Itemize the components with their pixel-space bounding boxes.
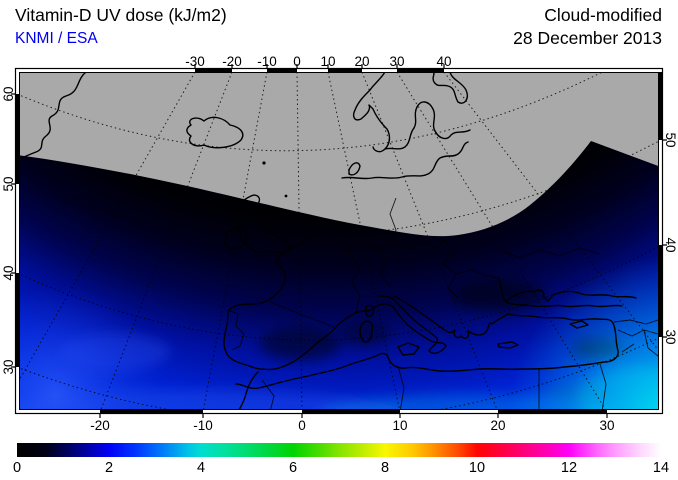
lat-label-left: 30 [1,359,16,374]
colorbar-tick: 6 [289,460,297,476]
lon-label-top: -10 [257,54,277,69]
coast-blacksea-west-south [497,277,623,308]
lon-label-top: -20 [222,54,242,69]
coast-white-sea [432,72,468,104]
lon-label-top: 0 [293,54,301,69]
coast-west-europe-iberia [223,227,374,371]
coast-iceland [186,116,244,149]
colorbar-tick: 2 [105,460,113,476]
coast-crete [497,341,519,349]
colorbar-gradient [17,443,661,457]
date-label: 28 December 2013 [513,28,662,48]
country-borders [227,197,659,410]
colorbar-tick: 8 [381,460,389,476]
coast-turkey-levant-africa [235,313,619,410]
coast-sicily [397,342,420,356]
coast-blacksea-north [505,289,637,303]
lon-label-top: 10 [320,54,335,69]
mode-label: Cloud-modified [544,5,662,25]
axis-labels: -30 -20 -10 0 10 20 30 40 -20 -10 0 10 2… [1,54,678,433]
coast-norway [352,72,391,153]
lon-label-bottom: -10 [193,418,213,433]
island-faroe [262,161,266,165]
coast-baltic-gulfs [384,101,471,150]
lat-label-left: 40 [1,265,16,280]
lon-label-bottom: 30 [599,418,614,433]
colorbar-tick: 14 [653,460,669,476]
colorbar: 0 2 4 6 8 10 12 14 [13,443,669,476]
lon-label-top: 40 [436,54,451,69]
coastlines [19,72,637,410]
page-title: Vitamin-D UV dose (kJ/m2) [15,5,227,25]
island-shetland [284,194,288,198]
lon-label-bottom: -20 [90,418,110,433]
lon-label-bottom: 10 [392,418,407,433]
lat-label-left: 60 [1,86,16,101]
coast-cyprus [569,320,589,329]
lat-label-right: 30 [663,329,678,344]
lon-label-bottom: 20 [490,418,505,433]
lon-label-top: 30 [389,54,404,69]
lon-label-top: 20 [354,54,369,69]
axis-ticks [11,64,667,418]
coast-adriatic-greece [393,295,509,339]
coast-italy [372,295,447,354]
map-frame [11,64,667,418]
colorbar-tick: 4 [197,460,205,476]
lat-label-right: 40 [663,237,678,252]
coast-ireland [224,227,248,250]
coast-britain [233,194,291,254]
lat-label-right: 50 [663,132,678,147]
coast-corsica [365,304,375,317]
colorbar-tick: 12 [561,460,577,476]
lat-label-left: 50 [1,176,16,191]
colorbar-tick: 10 [469,460,485,476]
map-content [19,72,659,410]
coast-denmark [348,162,361,176]
coast-baltic-south [341,141,469,180]
graticule [19,72,659,410]
coast-sardinia [359,320,374,343]
polar-night-no-data-region [19,72,659,237]
coast-greenland [19,72,87,160]
lon-label-top: -30 [185,54,205,69]
colorbar-labels: 0 2 4 6 8 10 12 14 [13,460,669,476]
colorbar-tick: 0 [13,460,21,476]
attribution: KNMI / ESA [15,30,98,47]
lon-label-bottom: 0 [298,418,306,433]
